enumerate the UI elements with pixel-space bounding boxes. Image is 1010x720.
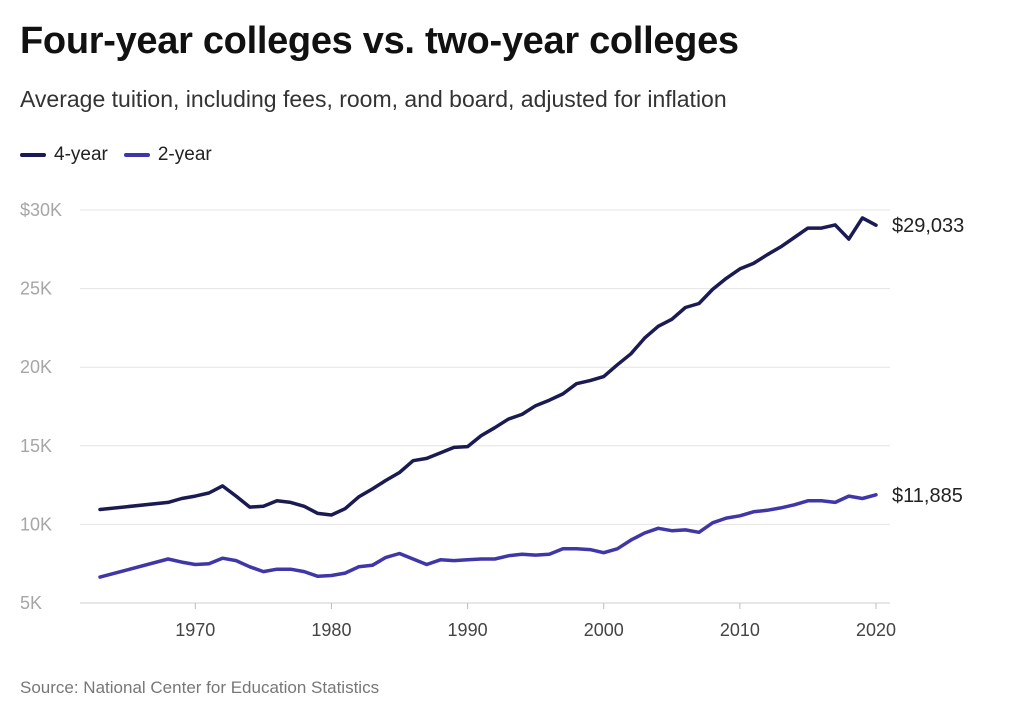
series-line-4-year [98,216,878,517]
chart-subtitle: Average tuition, including fees, room, a… [20,86,727,112]
y-tick-label-10000: 10K [20,514,52,534]
x-tick-label-2020: 2020 [856,620,896,640]
x-tick-label-1970: 1970 [175,620,215,640]
x-tick-label-2010: 2010 [720,620,760,640]
legend-swatch-2-year [123,153,150,157]
legend-swatch-4-year [20,153,46,157]
y-tick-label-30000: $30K [20,200,62,220]
legend-label-2-year: 2-year [157,144,212,165]
chart-title: Four-year colleges vs. two-year colleges [20,20,739,62]
series-line-2-year [98,493,878,579]
end-label-2-year: $11,885 [892,485,963,507]
x-tick-label-2000: 2000 [584,620,624,640]
legend-item-2-year: 2-year [123,144,212,166]
y-tick-label-5000: 5K [20,593,42,613]
legend-item-4-year: 4-year [20,144,108,166]
y-tick-label-20000: 20K [20,357,52,377]
x-tick-label-1980: 1980 [311,620,351,640]
x-tick-label-1990: 1990 [448,620,488,640]
legend-label-4-year: 4-year [54,144,108,165]
legend: 4-year 2-year [20,144,228,166]
y-tick-label-15000: 15K [20,436,52,456]
end-label-4-year: $29,033 [892,215,964,237]
y-tick-label-25000: 25K [20,279,52,299]
source-note: Source: National Center for Education St… [20,678,380,697]
